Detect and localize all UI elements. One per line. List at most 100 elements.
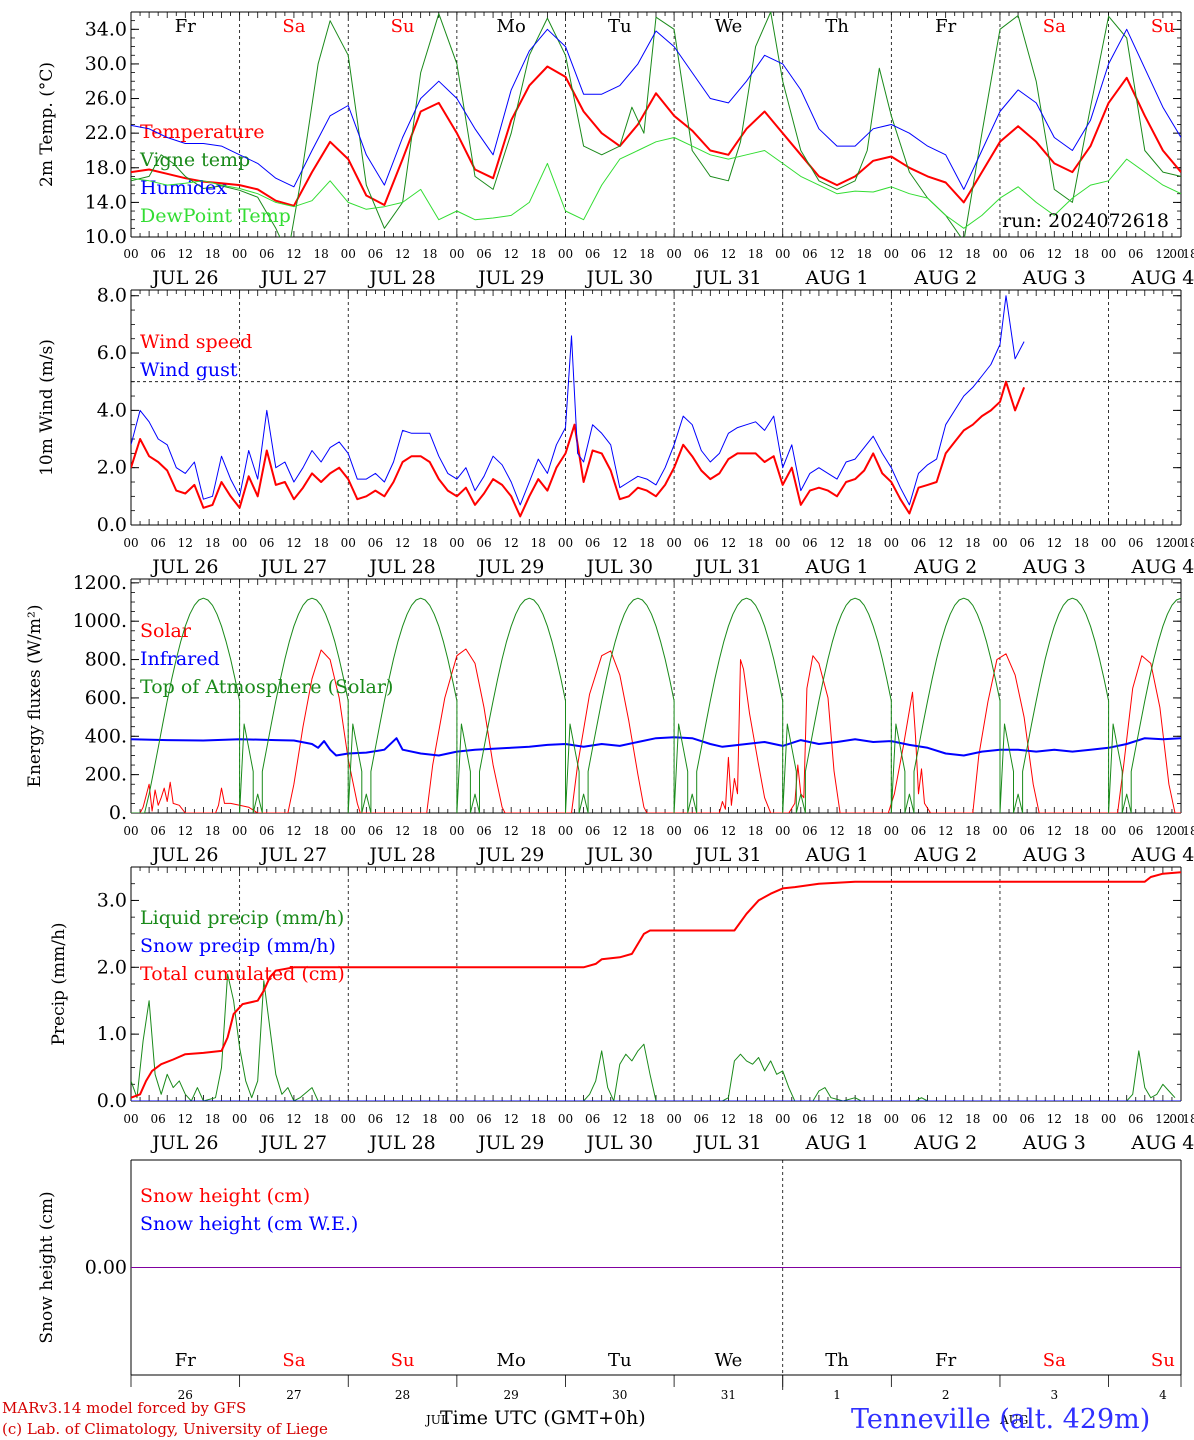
hour-tick-label: 06 <box>694 536 709 550</box>
hour-tick-label: 12 <box>504 1112 519 1126</box>
hour-tick-label: 18 <box>639 824 654 838</box>
series-dewpoint-temp <box>131 137 1181 229</box>
hour-tick-label: 12 <box>612 1112 627 1126</box>
hour-tick-label: 18 <box>965 247 980 261</box>
hour-tick-label: 18 <box>748 536 763 550</box>
y-tick-label: 0.0 <box>97 1090 127 1112</box>
hour-tick-label: 00 <box>1101 824 1116 838</box>
panel-energy: 00 06 12 18 00 06 12 18 00 06 12 18 00 06 12 18 00 06 12 18… <box>25 572 1194 866</box>
date-label: JUL 31 <box>693 267 761 289</box>
date-label: AUG 2 <box>913 267 977 289</box>
date-label: AUG 1 <box>805 1132 869 1154</box>
y-tick-label: 0.0 <box>97 514 127 536</box>
y-axis-label: Energy fluxes (W/m²) <box>25 605 45 788</box>
y-tick-label: 0.00 <box>85 1257 127 1279</box>
hour-tick-label: 06 <box>911 824 926 838</box>
hour-tick-label: 12 <box>1155 536 1170 550</box>
hour-tick-label: 00 <box>232 1112 247 1126</box>
hour-tick-label: 18 <box>748 247 763 261</box>
legend-entry: DewPoint Temp <box>140 205 291 227</box>
date-label: JUL 31 <box>693 1132 761 1154</box>
y-tick-label: 18.0 <box>85 157 127 179</box>
panel-wind: 00 06 12 18 00 06 12 18 00 06 12 18 00 06 12 18 00 06 12 18… <box>37 285 1194 578</box>
series-humidex <box>131 28 1181 190</box>
y-tick-label: 1200. <box>73 572 127 594</box>
hour-tick-label: 06 <box>802 247 817 261</box>
hour-tick-label: 00 <box>884 824 899 838</box>
date-label: AUG 4 <box>1130 267 1194 289</box>
weekday-label: Th <box>825 1350 849 1371</box>
date-label: AUG 4 <box>1130 556 1194 578</box>
date-label: JUL 26 <box>150 556 218 578</box>
hour-tick-label: 00 <box>775 247 790 261</box>
hour-tick-label: 12 <box>829 1112 844 1126</box>
weekday-label: Su <box>1151 1350 1175 1371</box>
hour-tick-label: 06 <box>151 536 166 550</box>
weekday-label: We <box>715 1350 743 1371</box>
hour-tick-label: 18 <box>205 247 220 261</box>
hour-tick-label: 12 <box>395 1112 410 1126</box>
hour-tick-label: 00 <box>775 1112 790 1126</box>
hour-tick-label: 00 <box>449 824 464 838</box>
date-label: AUG 2 <box>913 556 977 578</box>
day-number-label: 1 <box>833 1388 841 1402</box>
hour-tick-label: 18 <box>857 1112 872 1126</box>
hour-tick-label: 00 <box>1169 247 1184 261</box>
hour-tick-label: 12 <box>178 1112 193 1126</box>
hour-tick-label: 00 <box>123 247 138 261</box>
hour-tick-label: 00 <box>449 536 464 550</box>
date-label: JUL 27 <box>259 267 327 289</box>
hour-tick-label: 12 <box>1047 1112 1062 1126</box>
hour-tick-label: 00 <box>992 247 1007 261</box>
hour-tick-label: 00 <box>775 536 790 550</box>
hour-tick-label: 12 <box>1155 1112 1170 1126</box>
hour-tick-label: 06 <box>694 1112 709 1126</box>
date-label: AUG 4 <box>1130 844 1194 866</box>
hour-tick-label: 18 <box>1074 1112 1089 1126</box>
y-axis-label: 10m Wind (m/s) <box>37 339 57 476</box>
series-wind-speed <box>131 380 1026 518</box>
lab-credit: (c) Lab. of Climatology, University of L… <box>2 1420 328 1438</box>
weekday-label: Fr <box>935 1350 956 1371</box>
hour-tick-label: 06 <box>802 536 817 550</box>
hour-tick-label: 00 <box>1101 536 1116 550</box>
hour-tick-label: 00 <box>123 824 138 838</box>
hour-tick-label: 06 <box>911 1112 926 1126</box>
y-tick-label: 26.0 <box>85 88 127 110</box>
hour-tick-label: 06 <box>368 247 383 261</box>
date-label: JUL 26 <box>150 844 218 866</box>
hour-tick-label: 06 <box>259 824 274 838</box>
weekday-label: Fr <box>935 16 956 37</box>
date-label: JUL 28 <box>367 267 435 289</box>
hour-tick-label: 18 <box>748 824 763 838</box>
date-label: JUL 27 <box>259 556 327 578</box>
hour-tick-label: 12 <box>721 824 736 838</box>
date-label: JUL 31 <box>693 844 761 866</box>
hour-tick-label: 06 <box>259 536 274 550</box>
weekday-label: Th <box>825 16 849 37</box>
hour-tick-label: 12 <box>938 247 953 261</box>
hour-tick-label: 18 <box>531 1112 546 1126</box>
y-tick-label: 3.0 <box>97 889 127 911</box>
hour-tick-label: 18 <box>965 1112 980 1126</box>
hour-tick-label: 18 <box>965 536 980 550</box>
panel-snow: 0.00 Snow height (cm) Snow height (cm) Snow… <box>37 1159 1182 1402</box>
legend-entry: Snow precip (mm/h) <box>140 935 336 957</box>
hour-tick-label: 12 <box>1047 247 1062 261</box>
day-number-label: 3 <box>1050 1388 1058 1402</box>
y-tick-label: 10.0 <box>85 226 127 248</box>
hour-tick-label: 06 <box>151 247 166 261</box>
y-tick-label: 600. <box>85 687 127 709</box>
date-label: JUL 26 <box>150 1132 218 1154</box>
run-annotation: run: 2024072618 <box>1002 210 1169 232</box>
hour-tick-label: 06 <box>802 1112 817 1126</box>
date-label: AUG 3 <box>1022 267 1086 289</box>
weekday-label: Sa <box>1043 1350 1066 1371</box>
y-axis-label: Precip (mm/h) <box>49 922 69 1045</box>
hour-tick-label: 12 <box>829 247 844 261</box>
hour-tick-label: 00 <box>666 824 681 838</box>
weekday-label: Sa <box>282 16 305 37</box>
date-label: AUG 1 <box>805 267 869 289</box>
weekday-label: Su <box>391 16 415 37</box>
hour-tick-label: 06 <box>476 824 491 838</box>
